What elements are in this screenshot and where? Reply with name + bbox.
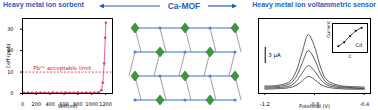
svg-text:0: 0 <box>10 90 13 96</box>
svg-text:400: 400 <box>45 101 55 107</box>
svg-text:10: 10 <box>7 69 13 75</box>
svg-text:1200: 1200 <box>99 101 112 107</box>
html-text:Heavy metal ion sorbent: Heavy metal ion sorbent <box>3 1 84 8</box>
html-text:Heavy metal ion voltammetric s: Heavy metal ion voltammetric sensor <box>252 1 376 8</box>
html-text:Ca-MOF: Ca-MOF <box>167 1 201 11</box>
svg-text:30: 30 <box>7 26 13 32</box>
svg-text:Current (μA): Current (μA) <box>326 20 331 38</box>
svg-text:-0.4: -0.4 <box>359 101 369 107</box>
svg-text:Potential (V): Potential (V) <box>299 103 330 109</box>
svg-text:3 μA: 3 μA <box>268 52 281 59</box>
svg-text:Pb²⁺ acceptable limit: Pb²⁺ acceptable limit <box>33 65 92 72</box>
svg-text:800: 800 <box>73 101 83 108</box>
svg-text:C: C <box>348 54 351 59</box>
svg-text:Veff(ml): Veff(ml) <box>58 103 78 109</box>
svg-text:Cd: Cd <box>355 42 362 48</box>
svg-text:200: 200 <box>32 101 42 107</box>
svg-text:Ceff (ppb): Ceff (ppb) <box>5 43 12 68</box>
svg-text:0: 0 <box>21 101 24 107</box>
svg-text:-1.2: -1.2 <box>260 101 270 107</box>
svg-text:1000: 1000 <box>85 101 98 107</box>
